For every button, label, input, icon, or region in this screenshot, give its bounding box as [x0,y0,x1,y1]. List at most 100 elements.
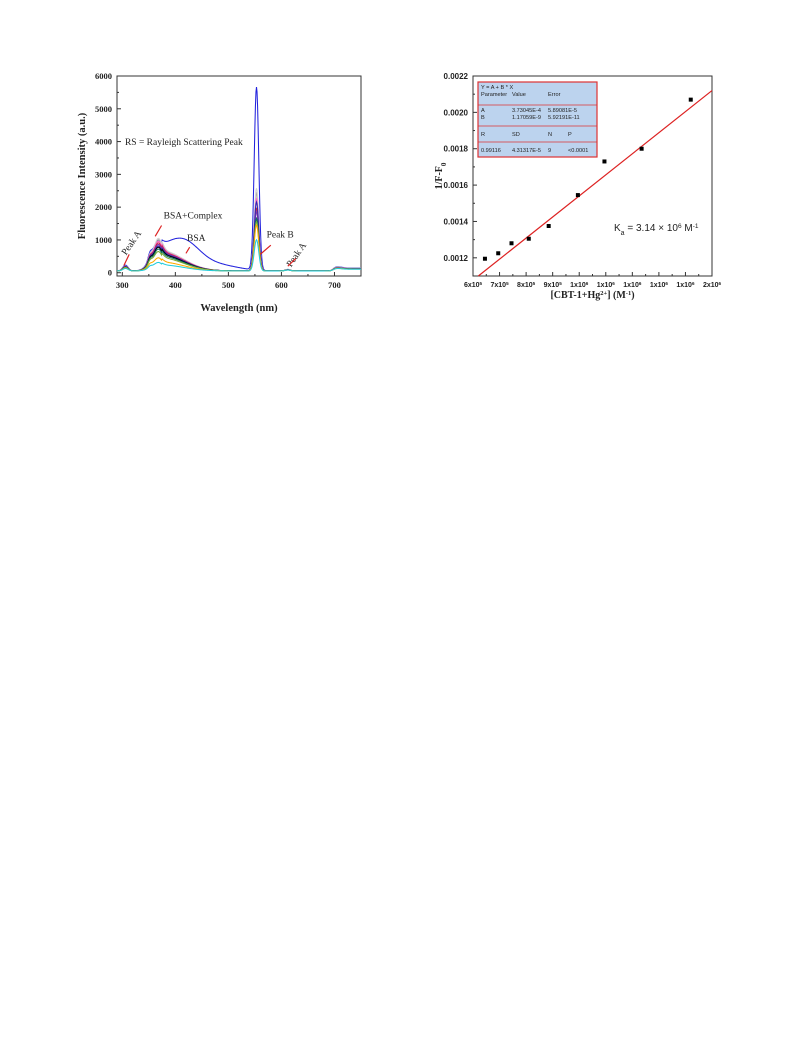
right-x-tick-label-part: 6 [586,281,589,286]
right-x-axis-label-part: ] (M [607,290,626,301]
data-point [639,146,644,151]
fit-table-stat-header: R [481,132,485,138]
left-plot-frame [116,75,362,277]
data-point [526,236,531,241]
right-x-tick-label-part: 1x10 [650,282,666,289]
right-x-tick-label: 9x105 [544,281,563,290]
right-x-tick-label: 2x106 [703,281,722,290]
data-point [482,256,487,261]
left-y-tick-label: 3000 [95,169,112,179]
spectrum-series-line-2 [116,192,361,272]
right-y-tick-label: 0.0014 [444,217,469,226]
binding-constant-annotation-part: K [614,223,621,234]
left-x-tick-label: 300 [116,280,129,290]
fit-table-stat-header: SD [512,132,520,138]
left-annotation-arrow [259,244,272,255]
left-annotation-arrow [123,254,130,266]
left-x-tick-label: 600 [275,280,288,290]
fit-table-header: Error [548,92,561,98]
fit-table-header: Value [512,92,526,98]
right-x-tick-label-part: 5 [506,281,509,286]
right-y-tick-label: 0.0022 [444,72,469,81]
fit-table-equation: Y = A + B * X [481,85,514,91]
left-annotation-4: Peak A [120,229,144,257]
fit-line [477,90,713,277]
right-x-tick-label: 1x106 [650,281,669,290]
data-point [688,97,693,102]
right-y-axis-label-part: 1/F-F [434,166,445,189]
right-x-tick-label-part: 6x10 [464,282,480,289]
spectrum-series-line-4 [116,196,361,272]
right-x-tick-label-part: 1x10 [597,282,613,289]
left-annotation-1: RS = Rayleigh Scattering Peak [125,138,243,148]
left-x-tick-label: 700 [328,280,341,290]
fit-table-stat-header: P [568,132,572,138]
spectrum-series-line-1 [116,86,361,272]
data-point [509,241,514,246]
right-x-tick-label: 8x105 [517,281,536,290]
right-x-tick-label: 1x106 [623,281,642,290]
left-annotation-arrow [287,258,297,267]
left-y-tick-label: 5000 [95,104,112,114]
right-x-tick-label-part: 6 [639,281,642,286]
spectrum-series-line-3 [116,188,361,272]
right-x-tick-label-part: 7x10 [491,282,507,289]
left-series-group [116,86,361,272]
left-y-tick-label: 0 [108,268,112,278]
right-x-tick-label: 7x105 [491,281,510,290]
right-x-tick-label: 1x106 [597,281,616,290]
left-annotation-arrow [154,225,163,237]
right-x-tick-label-part: 6 [612,281,615,286]
right-x-tick-label-part: 6 [665,281,668,286]
right-x-tick-label: 6x105 [464,281,483,290]
fit-table-cell: B [481,115,485,121]
right-x-axis-label-part: -1 [626,290,631,297]
fit-table-cell: 3.73045E-4 [512,108,541,114]
left-annotation-5: Peak B [267,230,294,240]
spectrum-series-line-12 [116,238,361,272]
spectrum-series-line-10 [116,220,361,272]
binding-constant-annotation-part: M [682,223,693,234]
fit-table-stat-value: 0.99116 [481,148,501,154]
fit-table-stat-value: <0.0001 [568,148,588,154]
right-y-axis-label: 1/F-F0 [434,162,448,189]
right-x-tick-label-part: 6 [719,281,722,286]
left-annotation-arrow [185,246,191,254]
left-y-tick-label: 4000 [95,137,112,147]
right-x-tick-label-part: 5 [533,281,536,286]
right-x-tick-label: 1x106 [570,281,589,290]
right-x-tick-label-part: 5 [480,281,483,286]
fit-table-stat-value: 4.31317E-5 [512,148,541,154]
right-x-tick-label-part: 6 [692,281,695,286]
right-x-axis-label-part: ) [631,290,634,301]
left-annotation-3: BSA [187,234,206,244]
left-y-axis-label: Fluorescence Intensity (a.u.) [77,112,88,239]
right-x-tick-label-part: 2x10 [703,282,719,289]
data-point [575,193,580,198]
right-y-tick-label: 0.0016 [444,181,469,190]
fit-table-cell: 5.92191E-11 [548,115,580,121]
right-x-tick-label-part: 8x10 [517,282,533,289]
right-x-axis-label-part: [CBT-1+Hg [550,290,600,301]
data-point [546,224,551,228]
right-x-tick-label: 1x106 [676,281,695,290]
right-x-tick-label-part: 1x10 [623,282,639,289]
fit-table-cell: 1.17059E-9 [512,115,541,121]
binding-constant-annotation-part: -1 [693,223,699,230]
data-point [496,251,501,256]
right-x-tick-label-part: 1x10 [570,282,586,289]
fit-table-bg [477,81,598,158]
right-y-tick-label: 0.0020 [444,108,469,117]
left-x-axis-label: Wavelength (nm) [200,303,278,314]
right-x-axis-label-part: 2+ [600,290,607,297]
left-x-tick-label: 400 [169,280,182,290]
right-y-axis-label-part: 0 [440,162,448,166]
fit-table-stat-value: 9 [548,148,551,154]
fit-table-cell: A [481,108,485,114]
fit-table-header: Parameter [481,92,507,98]
binding-constant-annotation-part: 6 [678,223,682,230]
spectrum-series-line-7 [116,200,361,272]
